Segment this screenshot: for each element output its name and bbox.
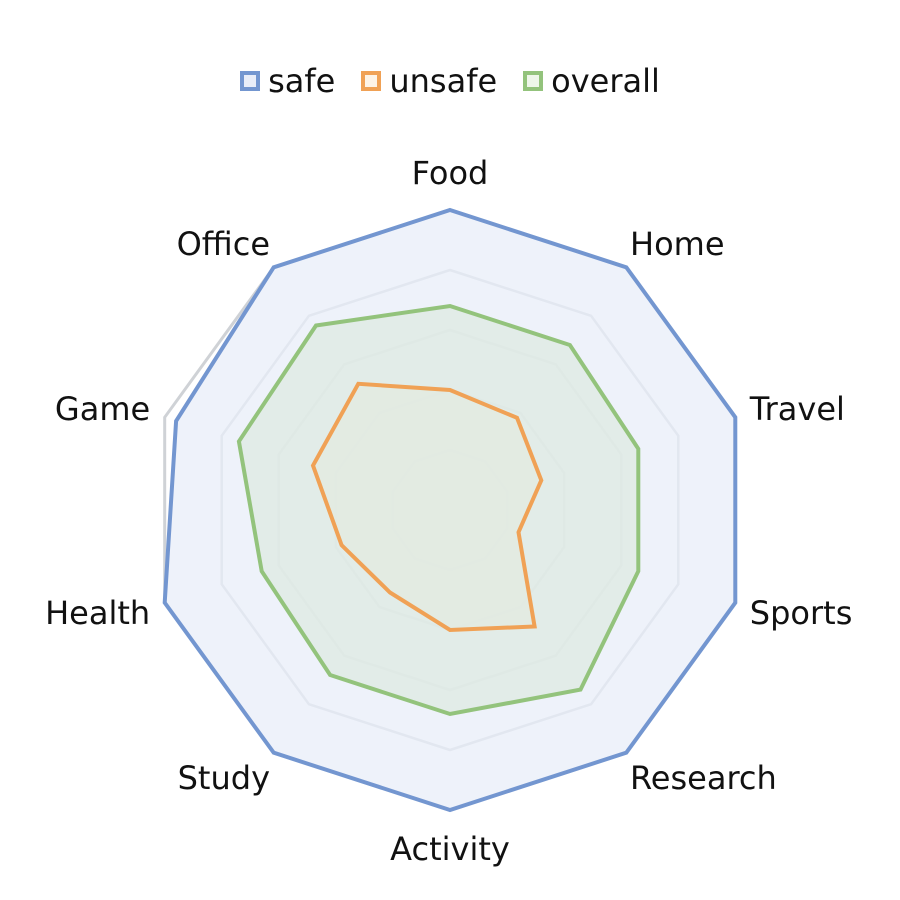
axis-label-study: Study	[178, 759, 270, 797]
series-line-unsafe	[310, 381, 544, 633]
legend-item-safe: safe	[240, 65, 335, 97]
legend-item-unsafe: unsafe	[361, 65, 497, 97]
legend-label-safe: safe	[268, 62, 336, 100]
axis-label-office: Office	[177, 225, 270, 263]
legend-item-overall: overall	[523, 65, 660, 97]
axis-labels: Food Home Travel Sports Research Activity Stud…	[45, 154, 852, 868]
radar-series	[162, 207, 738, 813]
legend: safe unsafe overall	[0, 56, 900, 106]
axis-label-food: Food	[412, 154, 489, 192]
axis-label-health: Health	[45, 594, 150, 632]
series-fill-overall	[238, 306, 639, 714]
legend-swatch-overall	[523, 71, 544, 91]
series-line-overall	[236, 303, 641, 717]
axis-label-research: Research	[630, 759, 777, 797]
axis-label-sports: Sports	[750, 594, 853, 632]
axis-label-home: Home	[630, 225, 725, 263]
legend-swatch-safe	[240, 71, 261, 91]
axis-label-game: Game	[55, 390, 150, 428]
axis-label-activity: Activity	[390, 830, 510, 868]
axis-label-travel: Travel	[749, 390, 845, 428]
legend-swatch-unsafe	[361, 71, 382, 91]
legend-label-overall: overall	[551, 62, 660, 100]
legend-label-unsafe: unsafe	[389, 62, 498, 100]
series-line-safe	[162, 207, 738, 813]
